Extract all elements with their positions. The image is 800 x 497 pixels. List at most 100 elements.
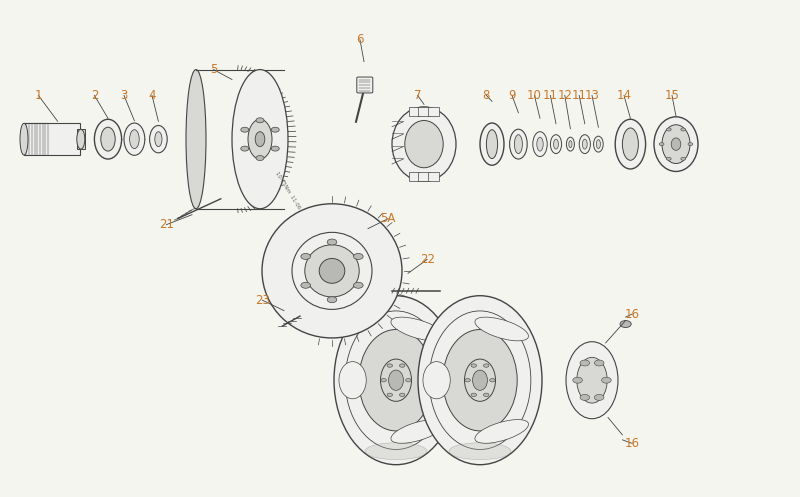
Ellipse shape <box>654 117 698 171</box>
Circle shape <box>465 379 470 382</box>
Circle shape <box>327 297 337 303</box>
Circle shape <box>256 118 264 123</box>
FancyBboxPatch shape <box>418 172 430 181</box>
Circle shape <box>354 282 363 288</box>
Text: 16: 16 <box>625 308 639 321</box>
Circle shape <box>573 377 582 383</box>
Ellipse shape <box>77 129 85 149</box>
Text: 2: 2 <box>90 89 98 102</box>
Ellipse shape <box>155 132 162 147</box>
Text: 16: 16 <box>625 437 639 450</box>
Ellipse shape <box>255 132 265 147</box>
Ellipse shape <box>124 123 145 156</box>
Circle shape <box>483 393 489 397</box>
Ellipse shape <box>418 296 542 465</box>
Ellipse shape <box>248 119 272 159</box>
Ellipse shape <box>449 443 511 460</box>
Ellipse shape <box>480 123 504 165</box>
Circle shape <box>399 364 405 367</box>
Ellipse shape <box>429 311 531 449</box>
Text: 10: 10 <box>527 89 542 102</box>
Text: 12: 12 <box>558 89 572 102</box>
Ellipse shape <box>150 126 167 153</box>
Circle shape <box>688 143 693 146</box>
Circle shape <box>681 128 686 131</box>
Circle shape <box>271 146 279 151</box>
Ellipse shape <box>389 370 403 390</box>
Circle shape <box>256 156 264 161</box>
Circle shape <box>602 377 611 383</box>
Ellipse shape <box>577 357 607 403</box>
Ellipse shape <box>514 135 522 154</box>
Text: 22: 22 <box>420 253 434 266</box>
Ellipse shape <box>569 141 572 148</box>
Text: 14: 14 <box>617 89 631 102</box>
Ellipse shape <box>596 140 600 149</box>
Ellipse shape <box>365 443 427 460</box>
Circle shape <box>387 393 393 397</box>
FancyBboxPatch shape <box>77 129 85 149</box>
Text: 4: 4 <box>148 89 156 102</box>
FancyBboxPatch shape <box>357 77 373 93</box>
Circle shape <box>659 143 664 146</box>
Circle shape <box>399 393 405 397</box>
Ellipse shape <box>465 359 495 402</box>
FancyBboxPatch shape <box>409 107 420 116</box>
Circle shape <box>406 379 411 382</box>
Ellipse shape <box>582 139 587 149</box>
Ellipse shape <box>358 330 434 431</box>
Ellipse shape <box>391 317 445 341</box>
Ellipse shape <box>319 258 345 283</box>
Text: 7: 7 <box>414 89 422 102</box>
Ellipse shape <box>392 107 456 181</box>
Ellipse shape <box>622 128 638 160</box>
Ellipse shape <box>533 132 547 157</box>
Circle shape <box>301 253 310 259</box>
Ellipse shape <box>550 135 562 154</box>
Circle shape <box>241 146 249 151</box>
Circle shape <box>580 360 590 366</box>
Circle shape <box>471 364 477 367</box>
Text: 13: 13 <box>585 89 599 102</box>
Ellipse shape <box>566 137 574 151</box>
Ellipse shape <box>262 204 402 338</box>
Ellipse shape <box>475 419 529 443</box>
Ellipse shape <box>579 135 590 154</box>
FancyBboxPatch shape <box>418 107 430 116</box>
Text: 8: 8 <box>482 89 490 102</box>
Ellipse shape <box>345 311 447 449</box>
Ellipse shape <box>554 139 558 149</box>
Ellipse shape <box>510 129 527 159</box>
Ellipse shape <box>391 419 445 443</box>
Ellipse shape <box>94 119 122 159</box>
Text: 21: 21 <box>159 218 174 231</box>
Ellipse shape <box>662 125 690 164</box>
Ellipse shape <box>443 330 518 431</box>
Circle shape <box>594 395 604 401</box>
Ellipse shape <box>305 245 359 297</box>
Ellipse shape <box>594 136 603 152</box>
Ellipse shape <box>486 130 498 159</box>
Circle shape <box>666 128 671 131</box>
Ellipse shape <box>615 119 646 169</box>
Ellipse shape <box>130 130 139 149</box>
Ellipse shape <box>671 138 681 150</box>
Text: 9: 9 <box>508 89 516 102</box>
Ellipse shape <box>405 121 443 168</box>
Text: 3: 3 <box>120 89 128 102</box>
Ellipse shape <box>423 362 450 399</box>
Ellipse shape <box>292 233 372 309</box>
FancyBboxPatch shape <box>428 107 439 116</box>
Circle shape <box>301 282 310 288</box>
Circle shape <box>594 360 604 366</box>
Circle shape <box>471 393 477 397</box>
Text: 11: 11 <box>543 89 558 102</box>
Circle shape <box>483 364 489 367</box>
Circle shape <box>241 127 249 132</box>
Ellipse shape <box>339 362 366 399</box>
Circle shape <box>681 157 686 160</box>
Text: 6: 6 <box>356 33 364 46</box>
Circle shape <box>666 157 671 160</box>
Ellipse shape <box>101 127 115 151</box>
FancyBboxPatch shape <box>24 123 80 155</box>
